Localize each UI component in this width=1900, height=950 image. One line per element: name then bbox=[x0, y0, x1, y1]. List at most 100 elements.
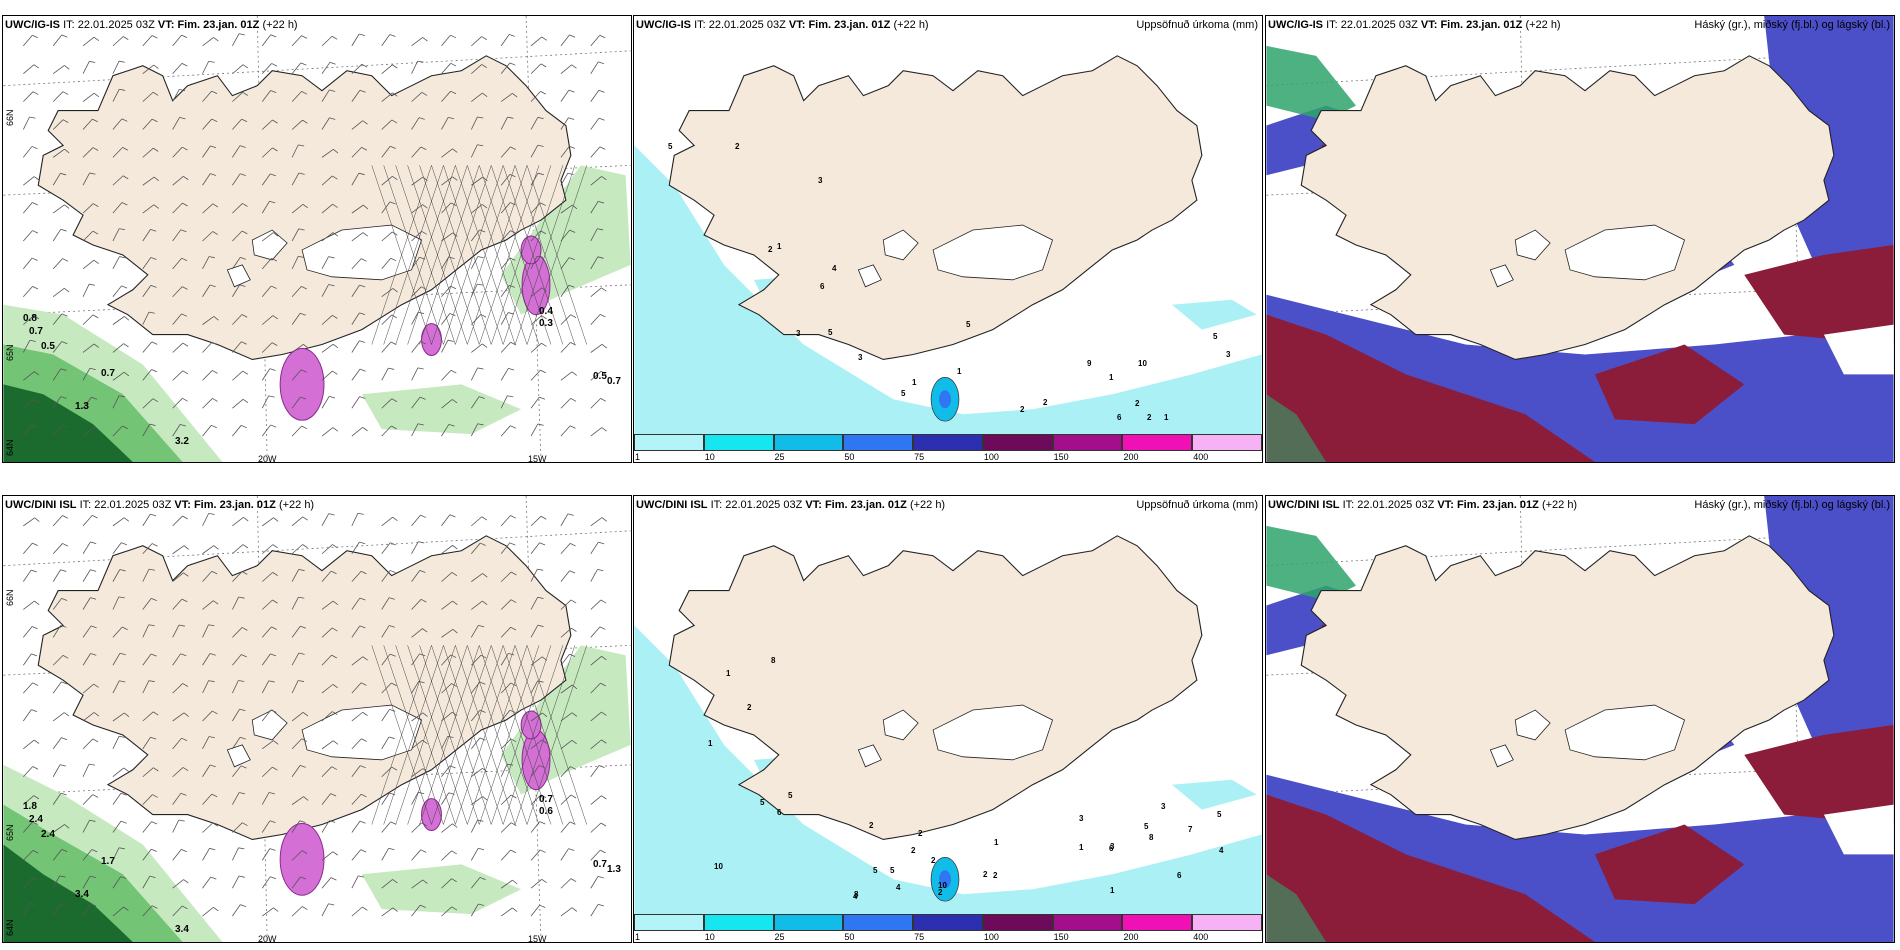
clear-patches bbox=[1286, 225, 1894, 375]
precip-value-label: 0.7 bbox=[29, 326, 43, 337]
precip-amount-label: 5 bbox=[1217, 810, 1222, 819]
precip-title: Uppsöfnuð úrkoma (mm) bbox=[1136, 19, 1258, 31]
lon-label: 20W bbox=[258, 934, 277, 943]
vt-label: VT: bbox=[174, 499, 191, 511]
precip-core bbox=[939, 870, 951, 889]
glacier bbox=[882, 229, 919, 261]
precip-amount-label: 9 bbox=[1087, 359, 1092, 368]
precip-amount-label: 6 bbox=[820, 282, 825, 291]
colorbar-cell bbox=[1192, 914, 1262, 931]
precip-amount-label: 2 bbox=[931, 856, 936, 865]
precip-amount-label: 2 bbox=[993, 871, 998, 880]
panel-r0-c1: UWC/IG-IS IT: 22.01.2025 03Z VT: Fim. 23… bbox=[633, 15, 1263, 463]
precip-amount-label: 2 bbox=[983, 870, 988, 879]
panel-title: UWC/DINI ISL IT: 22.01.2025 03Z VT: Fim.… bbox=[636, 499, 945, 512]
precip-amount-label: 3 bbox=[1226, 350, 1231, 359]
precip-amount-label: 2 bbox=[735, 142, 740, 151]
lat-label: 66N bbox=[5, 589, 15, 606]
colorbar-cell bbox=[773, 434, 844, 451]
precip-value-label: 0.3 bbox=[539, 318, 553, 329]
colorbar-tick: 150 bbox=[1053, 932, 1069, 942]
colorbar-tick: 50 bbox=[844, 452, 855, 462]
precip-amount-label: 6 bbox=[777, 808, 782, 817]
vt-label: VT: bbox=[1420, 19, 1438, 31]
precip-amount-label: 8 bbox=[1149, 833, 1154, 842]
precip-amount-label: 5 bbox=[1144, 822, 1149, 831]
precip-amount-label: 1 bbox=[1109, 373, 1114, 382]
precip-amount-label: 3 bbox=[1161, 802, 1166, 811]
colorbar-cell bbox=[843, 434, 914, 451]
precip-amount-label: 10 bbox=[938, 881, 947, 890]
cloud-title: Háský (gr.), miðský (fj.bl.) og lágský (… bbox=[1694, 19, 1890, 31]
lon-label: 15W bbox=[528, 454, 547, 463]
vt-value: Fim. 23.jan. 01Z bbox=[824, 499, 907, 511]
map-canvas bbox=[634, 535, 1262, 915]
colorbar-cell bbox=[1122, 914, 1193, 931]
it-value: 22.01.2025 03Z bbox=[725, 499, 803, 511]
mid-cloud bbox=[1266, 135, 1894, 462]
precip-value-label: 0.7 bbox=[101, 368, 115, 379]
it-label: IT: bbox=[63, 19, 75, 31]
glacier bbox=[1514, 709, 1551, 741]
precip-value-label: 3.4 bbox=[75, 889, 89, 900]
precip-amount-label: 4 bbox=[1219, 846, 1224, 855]
precip-amount-label: 6 bbox=[1177, 871, 1182, 880]
wind-barbs bbox=[22, 512, 607, 917]
precip-amount-label: 3 bbox=[858, 353, 863, 362]
precip-amount-label: 5 bbox=[966, 320, 971, 329]
it-label: IT: bbox=[710, 499, 723, 511]
glacier bbox=[857, 744, 882, 768]
snow-hatch bbox=[371, 165, 588, 345]
colorbar-cell bbox=[843, 914, 914, 931]
precip-amount-label: 1 bbox=[1164, 413, 1169, 422]
panel-title: UWC/IG-IS IT: 22.01.2025 03Z VT: Fim. 23… bbox=[5, 19, 298, 32]
it-value: 22.01.2025 03Z bbox=[1357, 499, 1435, 511]
precip-bands bbox=[3, 165, 631, 462]
map-canvas bbox=[3, 496, 631, 942]
glacier bbox=[226, 744, 251, 768]
vt-value: Fim. 23.jan. 01Z bbox=[177, 19, 260, 31]
high-cloud bbox=[1266, 525, 1357, 942]
it-label: IT: bbox=[694, 19, 706, 31]
colorbar-cell bbox=[1052, 434, 1123, 451]
precip-value-label: 0.7 bbox=[593, 859, 607, 870]
glacier bbox=[882, 709, 919, 741]
precip-colorbar: 1 10 25 50 75 100 150 200 400 bbox=[634, 914, 1262, 942]
precip-amount-label: 3 bbox=[818, 176, 823, 185]
iceland-landmass bbox=[37, 55, 572, 361]
colorbar-tick: 75 bbox=[914, 932, 925, 942]
panel-title: UWC/DINI ISL IT: 22.01.2025 03Z VT: Fim.… bbox=[5, 499, 314, 512]
precip-amount-label: 2 bbox=[869, 821, 874, 830]
precip-amount-label: 5 bbox=[760, 798, 765, 807]
vt-label: VT: bbox=[805, 499, 822, 511]
colorbar-cell bbox=[703, 434, 774, 451]
precip-amount-label: 5 bbox=[1213, 332, 1218, 341]
precip-amount-label: 4 bbox=[832, 264, 837, 273]
precip-amount-label: 4 bbox=[853, 892, 858, 901]
panel-r0-c0: UWC/IG-IS IT: 22.01.2025 03Z VT: Fim. 23… bbox=[2, 15, 632, 463]
map-canvas bbox=[1266, 496, 1894, 942]
precip-amount-label: 5 bbox=[890, 866, 895, 875]
precip-value-label: 1.7 bbox=[101, 856, 115, 867]
lat-label: 64N bbox=[5, 919, 15, 936]
colorbar-tick: 400 bbox=[1193, 932, 1209, 942]
iceland-landmass bbox=[1300, 535, 1835, 841]
precip-amount-label: 2 bbox=[747, 703, 752, 712]
precip-value-label: 0.5 bbox=[41, 341, 55, 352]
lead-time: (+22 h) bbox=[278, 499, 315, 511]
glacier bbox=[1514, 229, 1551, 261]
model-name: UWC/DINI ISL bbox=[636, 499, 708, 511]
colorbar-tick: 10 bbox=[704, 932, 715, 942]
colorbar-tick: 25 bbox=[774, 452, 785, 462]
lat-label: 65N bbox=[5, 824, 15, 841]
colorbar-cell bbox=[773, 914, 844, 931]
panel-r0-c2: UWC/IG-IS IT: 22.01.2025 03Z VT: Fim. 23… bbox=[1265, 15, 1895, 463]
colorbar-cell bbox=[634, 434, 704, 451]
lead-time: (+22 h) bbox=[1525, 19, 1561, 31]
cloud-title: Háský (gr.), miðský (fj.bl.) og lágský (… bbox=[1694, 499, 1890, 511]
panel-title: UWC/IG-IS IT: 22.01.2025 03Z VT: Fim. 23… bbox=[636, 19, 929, 32]
glacier bbox=[1564, 704, 1686, 761]
it-label: IT: bbox=[1326, 19, 1338, 31]
lat-label: 66N bbox=[5, 109, 15, 126]
precip-value-label: 0.7 bbox=[539, 794, 553, 805]
